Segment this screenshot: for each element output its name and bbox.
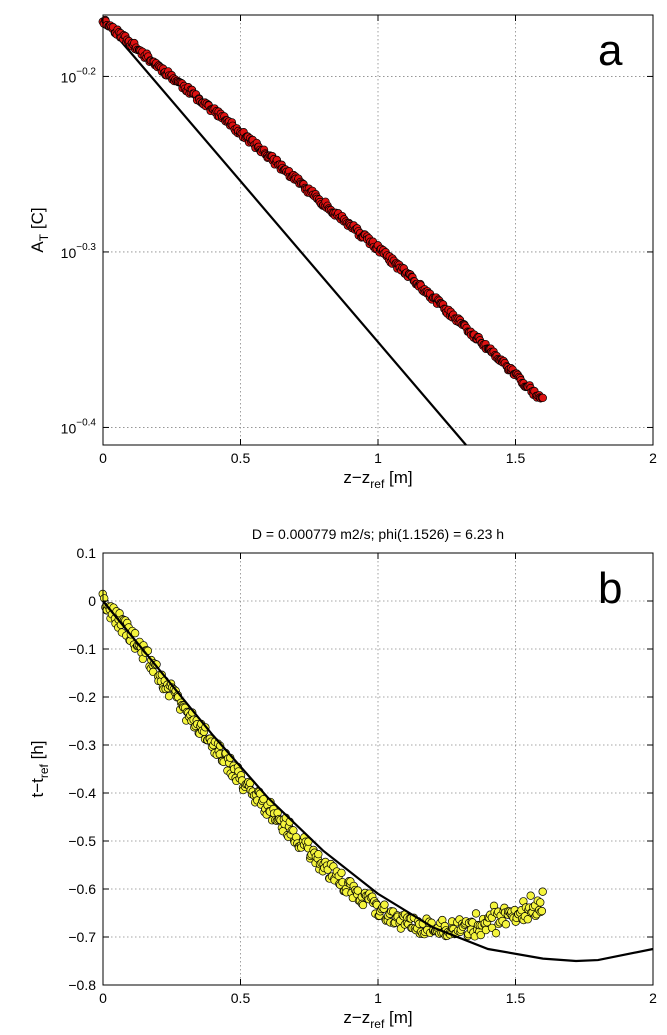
x-tick-label: 1	[374, 990, 382, 1006]
data-point	[358, 900, 368, 910]
fit-line-a	[102, 19, 467, 446]
y-tick-base: 10	[61, 420, 77, 436]
data-point	[476, 930, 485, 940]
data-point	[314, 849, 323, 859]
x-tick-label: 2	[649, 990, 657, 1006]
y-axis-label-sub-a: T	[37, 233, 51, 241]
x-tick-label: 2	[649, 450, 657, 466]
grid-a	[103, 15, 653, 445]
data-point	[353, 886, 362, 895]
data-points-a	[98, 15, 547, 403]
x-tick-label: 0.5	[231, 990, 251, 1006]
y-tick-label: −0.7	[68, 929, 96, 945]
x-tick-label: 1.5	[506, 450, 526, 466]
chart-title-b: D = 0.000779 m2/s; phi(1.1526) = 6.23 h	[252, 526, 504, 542]
data-point	[471, 909, 481, 918]
panel-a: 0 0.5 1 1.5 210−0.210−0.310−0.4 a z−zref [m]…	[28, 14, 657, 491]
data-point	[537, 906, 547, 916]
ticks-b: 0 0.5 1 1.5 2 0.1 0 −0.1 −0.2 −0.3 −0.4 −0.5 −0.6 −0.…	[68, 545, 657, 1006]
y-tick-exponent: −0.2	[76, 66, 96, 77]
x-axis-label-sub-a: ref	[370, 477, 385, 491]
y-tick-label: −0.8	[68, 977, 96, 993]
data-point	[538, 393, 547, 403]
x-tick-label: 0	[99, 450, 107, 466]
y-tick-label: −0.1	[68, 641, 96, 657]
y-axis-label-main-a: A	[28, 241, 47, 253]
data-point	[538, 887, 547, 896]
y-tick-label: −0.5	[68, 833, 96, 849]
y-tick-label: 10−0.4	[61, 417, 97, 436]
y-tick-label: −0.4	[68, 785, 96, 801]
y-tick-label: −0.2	[68, 689, 96, 705]
fit-curve	[102, 19, 467, 446]
data-point	[491, 929, 501, 938]
y-tick-base: 10	[61, 245, 77, 261]
x-axis-label-unit-a: [m]	[384, 468, 412, 487]
data-point	[266, 797, 275, 807]
data-point	[501, 920, 511, 929]
y-tick-label: 10−0.2	[61, 66, 97, 85]
y-tick-label: 0.1	[77, 545, 97, 561]
y-axis-label-sub-b: ref	[37, 763, 51, 778]
y-tick-exponent: −0.3	[76, 242, 96, 253]
x-axis-label-b: z−zref [m]	[343, 1008, 412, 1031]
x-axis-label-main-b: z−z	[343, 1008, 370, 1027]
fit-curve	[102, 600, 654, 963]
data-point	[131, 628, 140, 638]
panel-label-a: a	[598, 26, 623, 75]
panel-label-b: b	[598, 564, 622, 613]
y-tick-label: −0.3	[68, 737, 96, 753]
x-tick-label: 1.5	[506, 990, 526, 1006]
y-tick-base: 10	[61, 69, 77, 85]
y-tick-label: −0.6	[68, 881, 96, 897]
y-axis-label-unit-a: [C]	[28, 207, 47, 233]
y-axis-label-unit-b: [h]	[28, 740, 47, 764]
x-tick-label: 0.5	[231, 450, 251, 466]
fit-line-b	[102, 600, 654, 963]
x-axis-label-a: z−zref [m]	[343, 468, 412, 491]
y-axis-label-main-b: t−t	[28, 778, 47, 798]
data-point	[380, 900, 389, 909]
data-point	[289, 826, 298, 835]
x-tick-label: 1	[374, 450, 382, 466]
y-tick-label: 0	[88, 593, 96, 609]
y-axis-label-b: t−tref [h]	[28, 740, 51, 797]
x-axis-label-sub-b: ref	[370, 1017, 385, 1031]
x-tick-label: 0	[99, 990, 107, 1006]
data-point	[259, 795, 268, 804]
data-points-b	[98, 589, 547, 941]
data-point	[536, 898, 545, 907]
data-point	[337, 868, 346, 877]
panel-b: D = 0.000779 m2/s; phi(1.1526) = 6.23 h …	[28, 526, 657, 1031]
y-axis-label-a: AT [C]	[28, 207, 51, 252]
y-tick-exponent: −0.4	[76, 417, 96, 428]
data-point	[526, 891, 535, 900]
data-point	[164, 692, 174, 701]
y-tick-label: 10−0.3	[61, 242, 97, 261]
ticks-a: 0 0.5 1 1.5 210−0.210−0.310−0.4	[61, 15, 657, 466]
data-point	[523, 915, 532, 924]
x-axis-label-unit-b: [m]	[384, 1008, 412, 1027]
x-axis-label-main-a: z−z	[343, 468, 370, 487]
